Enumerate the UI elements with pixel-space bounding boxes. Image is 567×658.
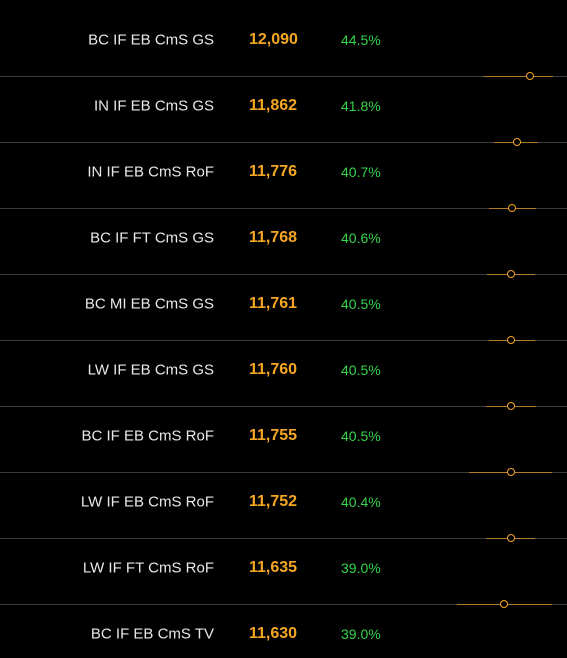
build-name: LW IF FT CmS RoF — [82, 559, 214, 577]
score-marker — [507, 270, 515, 278]
row-divider — [0, 274, 567, 275]
build-percent: 40.6% — [341, 230, 381, 246]
build-score: 12,090 — [249, 31, 298, 48]
row-divider — [0, 142, 567, 143]
list-item[interactable]: LW IF FT CmS RoF 11,635 39.0% — [0, 537, 567, 608]
build-percent: 39.0% — [341, 626, 381, 642]
build-name: LW IF EB CmS RoF — [80, 493, 214, 511]
build-percent: 40.7% — [341, 164, 381, 180]
score-marker — [507, 402, 515, 410]
list-item[interactable]: LW IF EB CmS RoF 11,752 40.4% — [0, 471, 567, 542]
build-percent: 44.5% — [341, 32, 381, 48]
build-percent: 39.0% — [341, 560, 381, 576]
list-item[interactable]: BC IF FT CmS GS 11,768 40.6% — [0, 207, 567, 278]
build-percent: 40.5% — [341, 362, 381, 378]
build-name: IN IF EB CmS RoF — [87, 163, 214, 181]
build-score: 11,776 — [249, 163, 298, 180]
build-score: 11,760 — [249, 361, 298, 378]
row-divider — [0, 604, 567, 605]
build-name: BC IF FT CmS GS — [90, 229, 214, 247]
build-name: BC IF EB CmS TV — [90, 625, 214, 643]
row-divider — [0, 208, 567, 209]
score-marker — [500, 600, 508, 608]
build-percent: 40.4% — [341, 494, 381, 510]
build-score: 11,761 — [249, 295, 298, 312]
score-marker — [513, 138, 521, 146]
build-score: 11,635 — [249, 559, 298, 576]
score-marker — [508, 204, 516, 212]
build-name: BC IF EB CmS RoF — [81, 427, 214, 445]
build-score: 11,768 — [249, 229, 298, 246]
score-marker — [526, 72, 534, 80]
score-range-line — [483, 76, 553, 77]
build-score: 11,755 — [249, 427, 298, 444]
list-item[interactable]: LW IF EB CmS GS 11,760 40.5% — [0, 339, 567, 410]
list-item[interactable]: BC IF EB CmS GS 12,090 44.5% — [0, 9, 567, 80]
build-score: 11,630 — [249, 625, 298, 642]
build-score: 11,752 — [249, 493, 298, 510]
score-marker — [507, 468, 515, 476]
build-name: BC IF EB CmS GS — [88, 31, 214, 49]
build-name: IN IF EB CmS GS — [93, 97, 214, 115]
score-marker — [507, 336, 515, 344]
row-divider — [0, 538, 567, 539]
row-divider — [0, 340, 567, 341]
row-divider — [0, 406, 567, 407]
build-percent: 40.5% — [341, 428, 381, 444]
list-item[interactable]: BC IF EB CmS TV 11,630 39.0% — [0, 603, 567, 658]
row-divider — [0, 472, 567, 473]
build-name: BC MI EB CmS GS — [84, 295, 214, 313]
build-percent: 40.5% — [341, 296, 381, 312]
list-item[interactable]: IN IF EB CmS GS 11,862 41.8% — [0, 75, 567, 146]
build-percent: 41.8% — [341, 98, 381, 114]
list-item[interactable]: BC MI EB CmS GS 11,761 40.5% — [0, 273, 567, 344]
build-score: 11,862 — [249, 97, 298, 114]
build-name: LW IF EB CmS GS — [87, 361, 214, 379]
row-divider — [0, 76, 567, 77]
list-item[interactable]: BC IF EB CmS RoF 11,755 40.5% — [0, 405, 567, 476]
score-marker — [507, 534, 515, 542]
list-item[interactable]: IN IF EB CmS RoF 11,776 40.7% — [0, 141, 567, 212]
